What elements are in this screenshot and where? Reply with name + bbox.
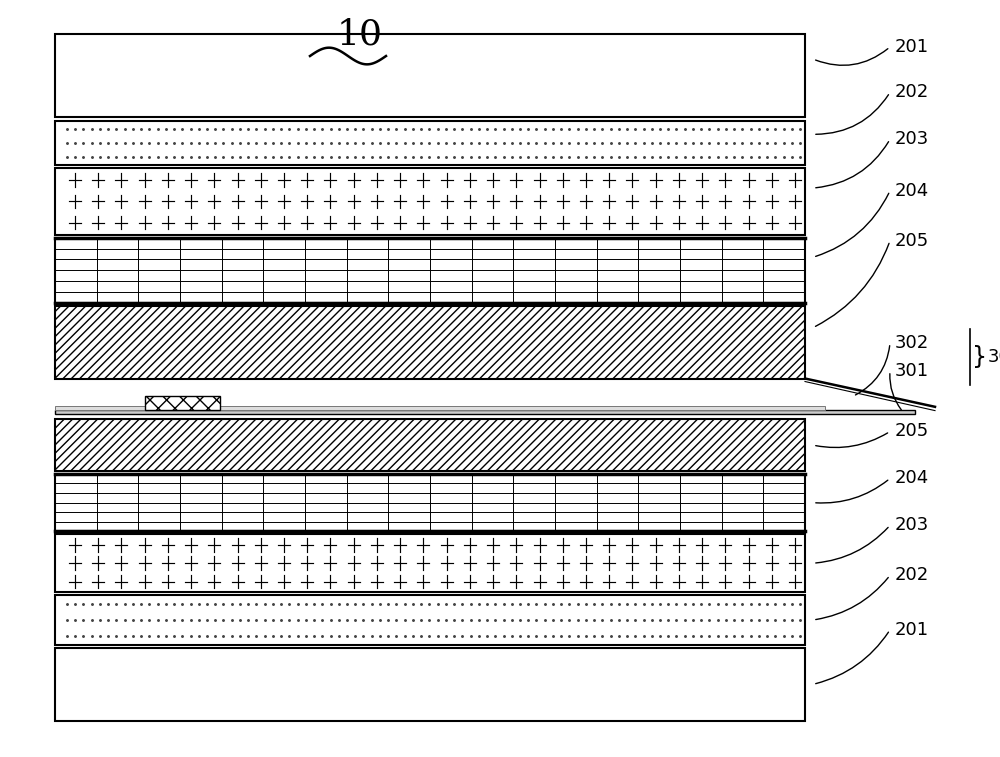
- Bar: [55, 121, 805, 165]
- Bar: [55, 406, 825, 410]
- Text: 203: 203: [895, 130, 929, 148]
- Text: 204: 204: [895, 469, 929, 488]
- Text: 204: 204: [895, 182, 929, 200]
- Bar: [55, 534, 805, 592]
- Text: }: }: [972, 345, 987, 369]
- Bar: [55, 34, 805, 117]
- Text: 202: 202: [895, 566, 929, 584]
- Bar: [55, 648, 805, 721]
- Text: 205: 205: [895, 232, 929, 250]
- Text: 302: 302: [895, 334, 929, 352]
- Text: 202: 202: [895, 83, 929, 101]
- Text: 201: 201: [895, 621, 929, 639]
- Bar: [145, 396, 220, 410]
- Bar: [55, 306, 805, 378]
- Bar: [55, 410, 915, 414]
- Bar: [55, 168, 805, 235]
- Text: 203: 203: [895, 516, 929, 534]
- Text: 205: 205: [895, 422, 929, 441]
- Text: 201: 201: [895, 38, 929, 56]
- Text: 301: 301: [895, 362, 929, 380]
- Bar: [55, 474, 805, 531]
- Bar: [55, 419, 805, 471]
- Bar: [55, 595, 805, 645]
- Text: 30: 30: [988, 348, 1000, 366]
- Text: 10: 10: [337, 17, 383, 51]
- Bar: [55, 238, 805, 303]
